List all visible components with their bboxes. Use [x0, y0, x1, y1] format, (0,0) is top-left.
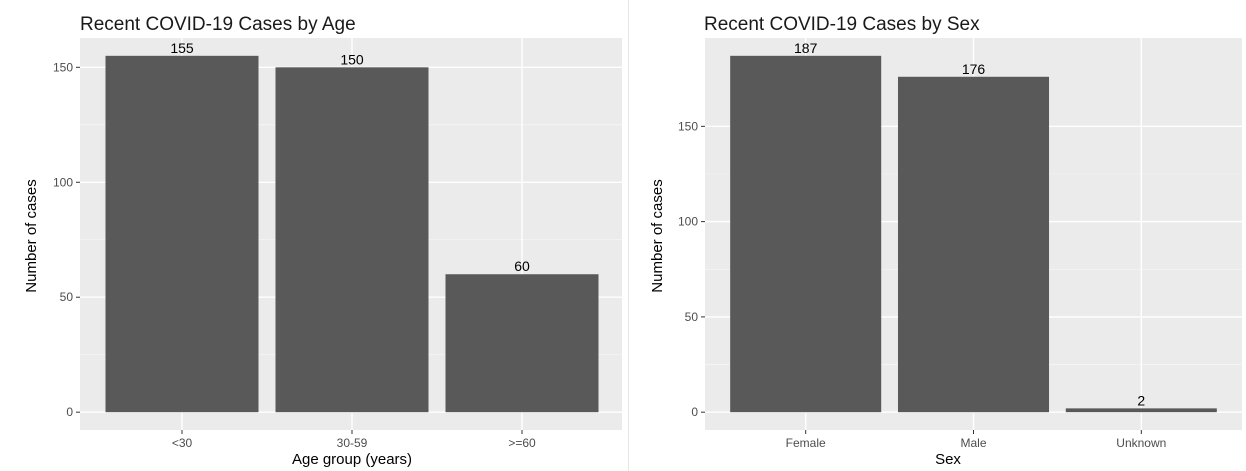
x-axis-title: Age group (years): [292, 451, 412, 468]
data-label: 176: [962, 61, 986, 77]
bar: [897, 76, 1050, 413]
data-labels: 155 150 60: [170, 40, 530, 274]
y-axis: 0 50 100 150: [678, 119, 705, 419]
panel-divider: [628, 0, 629, 471]
y-tick-label: 50: [685, 310, 699, 324]
chart-title: Recent COVID-19 Cases by Sex: [704, 14, 980, 35]
chart-age: Recent COVID-19 Cases by Age 155 150 60 0 5…: [0, 0, 622, 471]
bar: [275, 67, 429, 413]
chart-age-svg: Recent COVID-19 Cases by Age 155 150 60 0 5…: [23, 14, 622, 468]
bar: [445, 274, 599, 413]
y-tick-label: 0: [66, 405, 73, 419]
data-labels: 187 176 2: [794, 40, 1145, 409]
x-tick-label: >=60: [508, 436, 536, 450]
x-tick-label: <30: [172, 436, 193, 450]
y-tick-label: 150: [53, 60, 73, 74]
x-tick-label: Unknown: [1116, 436, 1166, 450]
y-axis-title: Number of cases: [649, 179, 666, 292]
data-label: 150: [340, 51, 364, 67]
y-tick-label: 100: [53, 175, 73, 189]
y-tick-label: 0: [691, 405, 698, 419]
bars: [105, 55, 599, 413]
y-tick-label: 50: [60, 290, 74, 304]
data-label: 155: [170, 40, 194, 56]
data-label: 2: [1137, 392, 1145, 408]
bars: [730, 55, 1217, 413]
chart-sex: Recent COVID-19 Cases by Sex 187 176 2 0 50…: [634, 0, 1246, 471]
bar: [1065, 408, 1217, 413]
chart-sex-svg: Recent COVID-19 Cases by Sex 187 176 2 0 50…: [649, 14, 1242, 468]
bar: [105, 55, 259, 413]
x-axis: <30 30-59 >=60: [172, 430, 536, 450]
x-tick-label: 30-59: [337, 436, 368, 450]
y-axis-title: Number of cases: [23, 179, 40, 292]
data-label: 187: [794, 40, 818, 56]
y-axis: 0 50 100 150: [53, 60, 80, 419]
y-tick-label: 100: [678, 215, 698, 229]
data-label: 60: [514, 258, 530, 274]
x-tick-label: Male: [960, 436, 986, 450]
x-axis: Female Male Unknown: [786, 430, 1166, 450]
chart-title: Recent COVID-19 Cases by Age: [80, 14, 356, 35]
x-tick-label: Female: [786, 436, 826, 450]
x-axis-title: Sex: [935, 451, 961, 468]
y-tick-label: 150: [678, 119, 698, 133]
bar: [730, 55, 882, 413]
